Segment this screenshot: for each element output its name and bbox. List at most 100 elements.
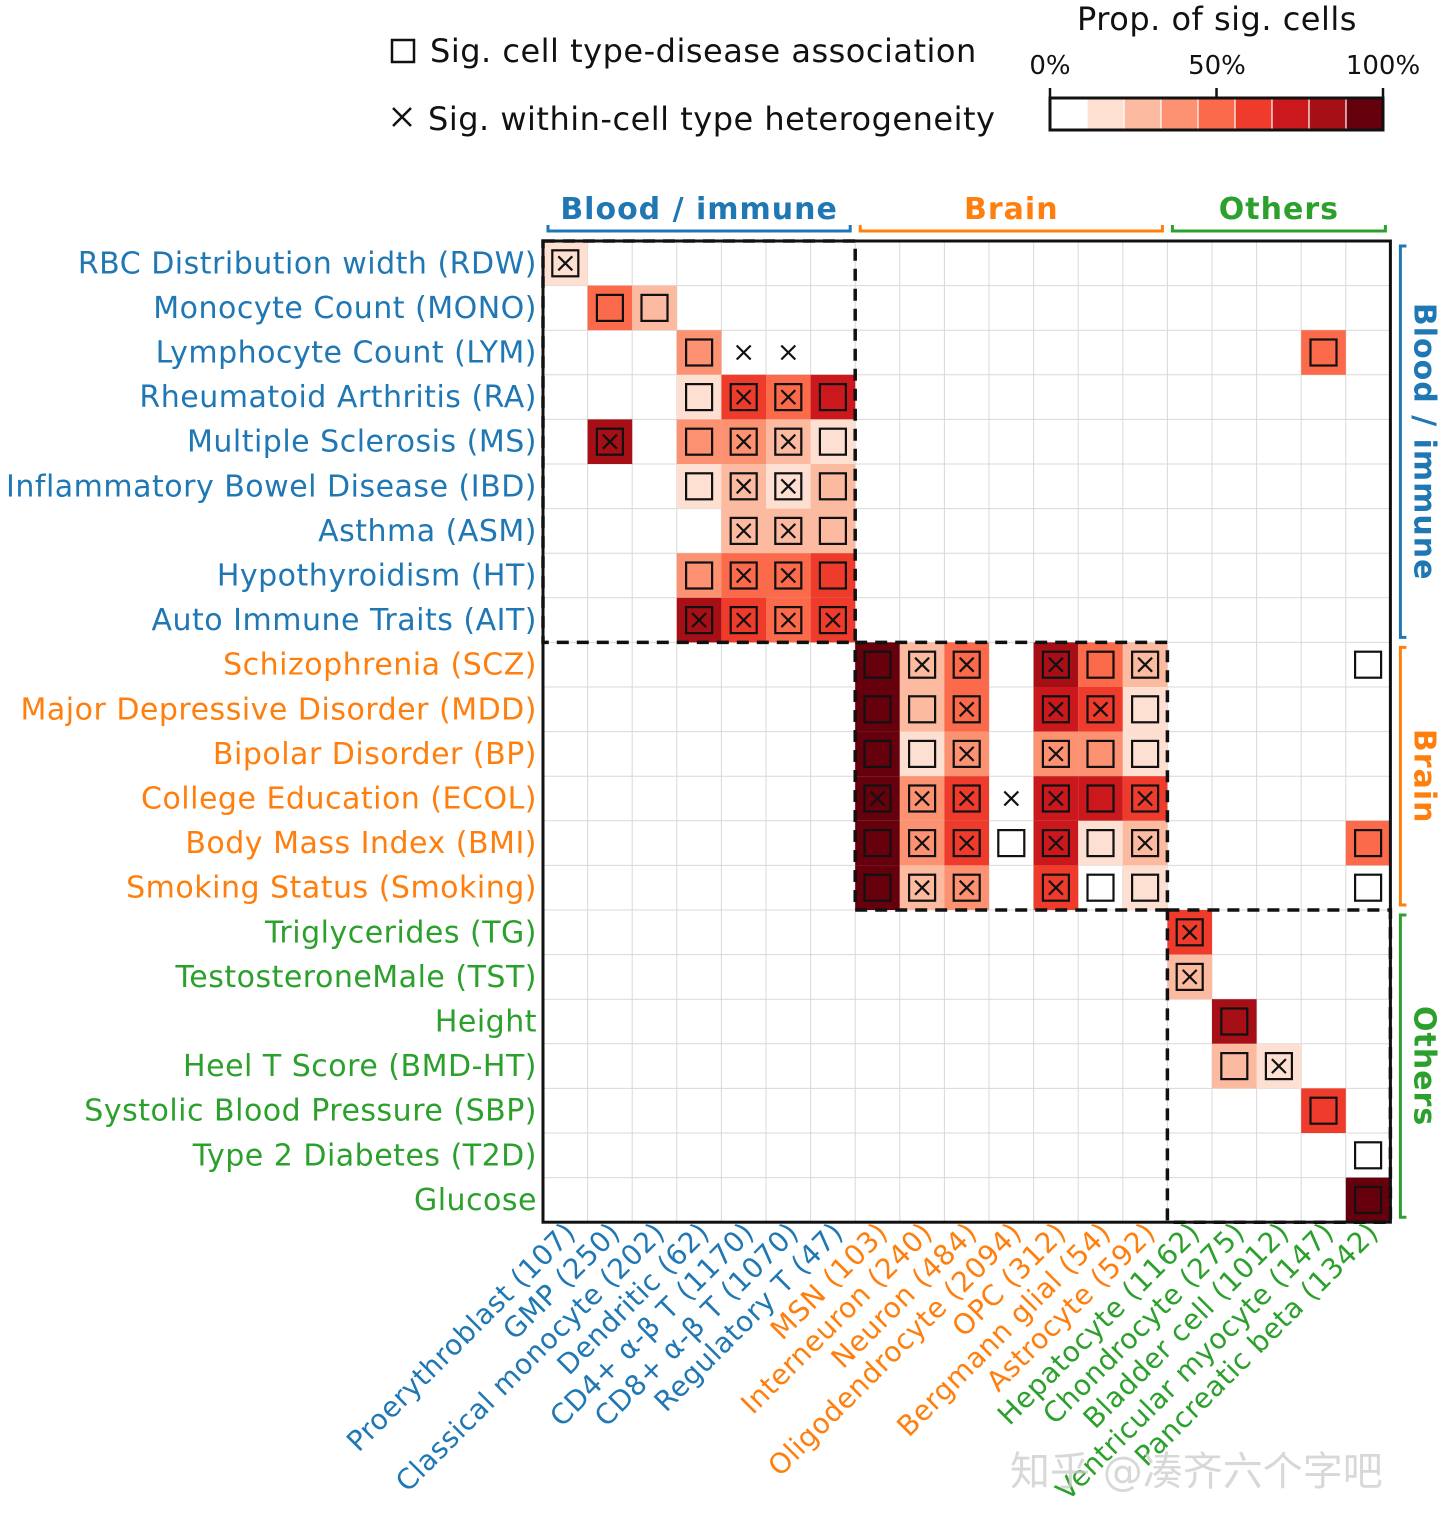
association-square-mark [774, 561, 803, 590]
association-square-mark [1130, 873, 1160, 902]
heterogeneity-cross-mark [1003, 790, 1020, 807]
association-square-mark [1309, 338, 1338, 367]
association-square-mark [952, 695, 981, 724]
association-square-mark [1175, 918, 1204, 947]
association-square-mark [774, 383, 803, 412]
association-square-mark [952, 650, 981, 679]
colorbar [1048, 88, 1385, 132]
association-square-mark [1041, 695, 1071, 724]
column-group-bracket [546, 225, 852, 233]
heatmap-cell [676, 330, 722, 375]
row-label: Monocyte Count (MONO) [153, 291, 537, 326]
heterogeneity-cross-mark [958, 879, 975, 896]
association-square-mark [1130, 739, 1160, 769]
association-square-mark [1086, 739, 1115, 769]
association-square-mark [774, 516, 803, 546]
heterogeneity-cross-mark [1181, 924, 1198, 941]
association-square-mark [818, 383, 848, 412]
heatmap-cell [1301, 330, 1346, 375]
heatmap-cell [810, 419, 856, 464]
heterogeneity-cross-mark [1092, 701, 1109, 718]
association-square-mark [1175, 962, 1204, 992]
association-square-mark [729, 472, 758, 501]
row-group-title: Others [1406, 1006, 1440, 1126]
heatmap-cell [1301, 1088, 1346, 1133]
heterogeneity-cross-mark [557, 255, 574, 272]
association-square-mark [595, 293, 625, 322]
association-square-mark [1086, 873, 1115, 902]
heatmap-cell [1345, 1177, 1391, 1223]
heterogeneity-cross-mark [735, 612, 752, 628]
heterogeneity-cross-mark [780, 344, 797, 361]
association-square-mark [818, 605, 848, 635]
colorbar-swatch [1049, 97, 1089, 131]
heterogeneity-cross-mark [1048, 656, 1064, 673]
heatmap-cell [676, 464, 722, 509]
legend-cross-icon [392, 107, 412, 127]
colorbar-swatch [1197, 97, 1237, 131]
row-label: Triglycerides (TG) [264, 915, 537, 950]
heatmap-cell [855, 731, 900, 777]
group-block-outline [853, 640, 1170, 912]
row-group-headers: Blood / immune Brain Others [1398, 244, 1440, 1219]
association-square-mark [774, 427, 803, 456]
association-square-mark [729, 561, 758, 590]
association-square-mark [1041, 873, 1071, 902]
association-square-mark [684, 472, 714, 501]
association-square-mark [863, 828, 892, 858]
heterogeneity-cross-mark [735, 433, 752, 450]
association-square-mark [595, 427, 625, 456]
row-label: TestosteroneMale (TST) [175, 960, 537, 995]
association-square-mark [952, 784, 981, 813]
heterogeneity-cross-mark [780, 433, 797, 450]
association-square-mark [684, 338, 714, 367]
association-square-mark [1130, 784, 1160, 813]
heatmap-cell [1122, 865, 1168, 910]
heterogeneity-cross-mark [1181, 969, 1198, 985]
row-label: Schizophrenia (SCZ) [223, 648, 537, 683]
association-square-mark [1086, 784, 1115, 813]
column-group-bracket [1170, 225, 1387, 233]
heterogeneity-cross-mark [958, 835, 975, 851]
association-square-mark [1353, 1141, 1383, 1170]
association-square-mark [1309, 1096, 1338, 1125]
column-group-title: Others [1219, 192, 1339, 227]
heterogeneity-cross-mark [1048, 835, 1064, 851]
column-group-bracket [858, 225, 1164, 233]
row-label: Asthma (ASM) [318, 514, 537, 549]
heterogeneity-cross-mark [958, 656, 975, 673]
association-square-mark [1130, 650, 1160, 679]
heterogeneity-cross-mark [780, 612, 797, 628]
row-label: Bipolar Disorder (BP) [213, 737, 537, 772]
group-block-outline [1165, 908, 1393, 1224]
colorbar-tick-2: 100% [1346, 51, 1420, 81]
row-group-bracket [1398, 913, 1407, 1219]
association-square-mark [818, 516, 848, 546]
heterogeneity-cross-mark [958, 701, 975, 718]
row-label: Smoking Status (Smoking) [126, 871, 537, 906]
heterogeneity-cross-mark [1137, 835, 1153, 851]
association-square-mark [863, 873, 892, 902]
association-square-mark [1041, 739, 1071, 769]
heatmap-cell [855, 687, 900, 732]
heatmap-cell [1122, 731, 1168, 777]
association-square-mark [818, 472, 848, 501]
association-square-mark [907, 650, 937, 679]
heterogeneity-cross-mark [1048, 790, 1064, 807]
heterogeneity-cross-mark [869, 790, 886, 807]
heterogeneity-cross-mark [691, 612, 707, 628]
row-label: Rheumatoid Arthritis (RA) [139, 380, 537, 415]
association-square-mark [863, 695, 892, 724]
heterogeneity-cross-mark [780, 478, 797, 495]
colorbar-swatch [1086, 97, 1126, 131]
row-label: College Education (ECOL) [141, 782, 537, 817]
row-group-title: Blood / immune [1406, 303, 1440, 581]
association-square-mark [684, 383, 714, 412]
heterogeneity-cross-mark [735, 389, 752, 405]
association-square-mark [684, 605, 714, 635]
heatmap-marks [551, 249, 1383, 1215]
row-label: Height [435, 1005, 537, 1040]
heatmap-cell [676, 553, 722, 598]
heatmap-cell [1122, 687, 1168, 732]
